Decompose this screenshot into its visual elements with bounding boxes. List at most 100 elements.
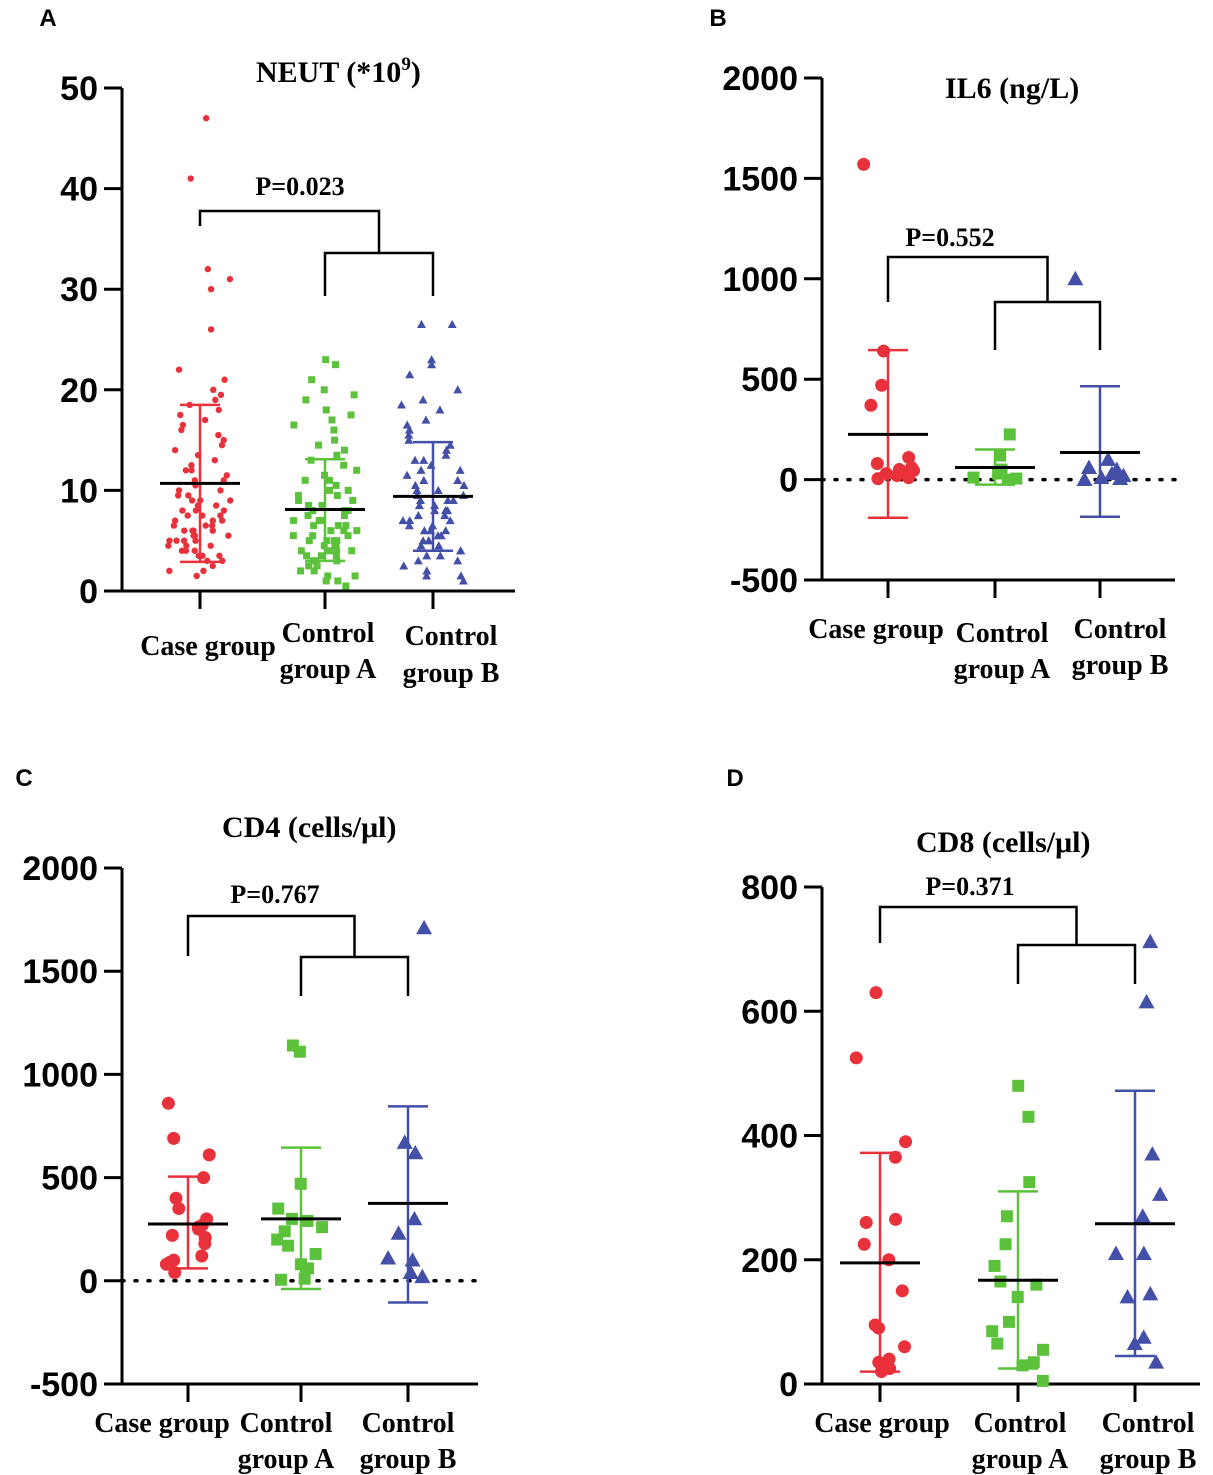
- data-point: [416, 919, 433, 935]
- data-point: [211, 457, 219, 464]
- data-point: [192, 537, 199, 544]
- data-point: [171, 446, 179, 454]
- data-point: [295, 491, 303, 499]
- y-tick-label: 0: [79, 1263, 98, 1301]
- data-point: [328, 416, 336, 424]
- data-point: [1119, 1289, 1136, 1304]
- x-category-label: group A: [954, 654, 1052, 685]
- data-point: [342, 582, 350, 590]
- data-point: [302, 1262, 315, 1275]
- data-point: [441, 445, 451, 454]
- data-point: [308, 376, 316, 384]
- data-point: [397, 400, 407, 409]
- data-point: [872, 1321, 886, 1335]
- data-point: [445, 516, 455, 525]
- data-point: [1036, 1343, 1049, 1356]
- data-point: [332, 552, 340, 560]
- data-point: [1138, 993, 1155, 1009]
- x-category-label: group A: [280, 654, 378, 685]
- data-point: [399, 561, 409, 570]
- data-point: [282, 1239, 295, 1252]
- data-point: [175, 487, 183, 494]
- y-tick-label: 1000: [722, 261, 798, 299]
- data-point: [166, 537, 173, 544]
- y-tick-label: 1000: [22, 1056, 98, 1094]
- data-point: [188, 497, 196, 504]
- data-point: [202, 114, 210, 122]
- series-case-group: [848, 157, 928, 520]
- data-point: [207, 286, 215, 293]
- data-point: [212, 396, 219, 404]
- data-point: [967, 471, 980, 484]
- data-point: [209, 527, 216, 534]
- chart-title-superscript: 9: [401, 54, 411, 75]
- data-point: [172, 1202, 186, 1216]
- chart-title-close: ): [411, 56, 421, 89]
- data-point: [207, 542, 214, 549]
- data-point: [340, 446, 348, 454]
- data-point: [414, 1268, 431, 1284]
- data-point: [406, 1210, 423, 1226]
- series-control-group-a: [285, 356, 365, 590]
- x-category-label: group B: [1100, 1444, 1197, 1475]
- x-category-label: Control: [362, 1408, 455, 1439]
- data-point: [1022, 1110, 1035, 1123]
- chart-title-main: NEUT (*10: [256, 56, 401, 89]
- data-point: [1067, 270, 1084, 286]
- data-point: [350, 391, 358, 399]
- data-point: [413, 556, 423, 565]
- data-point: [895, 1284, 909, 1298]
- data-point: [302, 396, 310, 404]
- data-point: [459, 480, 469, 489]
- data-point: [991, 1337, 1004, 1350]
- panel-d: D CD8 (cells/μl) 0 200 400 600 800 Case group Co…: [726, 765, 1200, 1475]
- x-category-label: Case group: [808, 614, 944, 645]
- data-point: [1134, 1208, 1151, 1223]
- data-point: [1000, 1210, 1013, 1223]
- data-point: [455, 465, 465, 474]
- data-point: [857, 157, 871, 171]
- series-control-group-a: [261, 1039, 341, 1291]
- data-point: [316, 1221, 329, 1234]
- data-point: [882, 1352, 896, 1366]
- data-point: [349, 496, 357, 504]
- data-point: [313, 562, 321, 570]
- series-case-group: [160, 114, 240, 580]
- data-point: [289, 532, 297, 540]
- data-point: [303, 552, 311, 560]
- p-value-label: P=0.767: [230, 880, 319, 909]
- data-point: [404, 430, 414, 439]
- y-tick-label: 0: [779, 1366, 798, 1404]
- y-tick-label: 500: [741, 361, 798, 399]
- data-point: [202, 1148, 216, 1162]
- data-point: [310, 567, 318, 575]
- data-point: [870, 457, 884, 471]
- data-point: [405, 516, 415, 525]
- data-point: [225, 532, 232, 539]
- data-point: [1093, 469, 1110, 484]
- data-point: [189, 527, 196, 534]
- data-point: [191, 547, 198, 554]
- data-point: [433, 485, 443, 494]
- data-point: [351, 572, 359, 580]
- data-point: [859, 1215, 873, 1229]
- data-point: [301, 476, 309, 484]
- data-point: [342, 522, 350, 530]
- data-point: [1003, 428, 1016, 441]
- data-point: [334, 522, 342, 530]
- data-point: [297, 567, 305, 575]
- data-point: [201, 416, 209, 424]
- data-point: [174, 492, 182, 499]
- data-point: [161, 1096, 175, 1110]
- data-point: [456, 546, 466, 555]
- data-point: [1135, 1329, 1152, 1344]
- data-point: [185, 492, 192, 499]
- data-point: [171, 517, 179, 524]
- data-point: [404, 521, 414, 530]
- data-point: [422, 571, 432, 580]
- x-category-label: Control: [956, 618, 1049, 649]
- data-point: [318, 501, 326, 509]
- data-point: [315, 441, 323, 449]
